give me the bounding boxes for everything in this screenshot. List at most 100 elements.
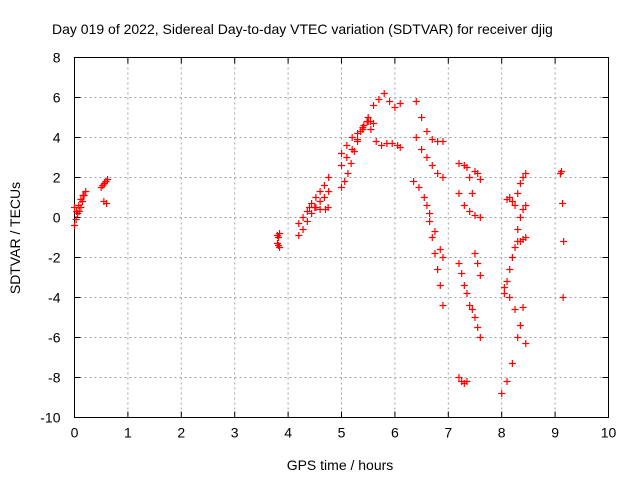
series-23 (500, 234, 530, 297)
data-point (476, 176, 484, 183)
data-point (354, 138, 362, 145)
data-point (503, 278, 511, 285)
series-24 (514, 202, 530, 233)
data-point (474, 260, 482, 267)
data-point (463, 290, 471, 297)
data-point (295, 232, 303, 239)
data-point (375, 96, 383, 103)
data-point (474, 170, 482, 177)
data-point (463, 378, 471, 385)
y-tick-label: 6 (53, 90, 61, 106)
data-point (325, 188, 333, 195)
data-point (308, 210, 316, 217)
data-point (471, 212, 479, 219)
series-10 (367, 126, 404, 151)
data-point (436, 282, 444, 289)
series-0 (71, 188, 90, 229)
data-point (79, 192, 87, 199)
x-tick-label: 10 (601, 425, 617, 441)
x-tick-label: 1 (124, 425, 132, 441)
data-point (428, 162, 436, 169)
data-point (295, 220, 303, 227)
data-point (426, 218, 434, 225)
data-point (455, 190, 463, 197)
data-point (75, 202, 83, 209)
data-point (316, 188, 324, 195)
data-point (72, 216, 80, 223)
data-point (428, 234, 436, 241)
data-point (348, 146, 356, 153)
series-9 (338, 118, 372, 157)
series-12 (412, 134, 447, 181)
data-point (511, 306, 519, 313)
data-point (455, 160, 463, 167)
data-point (338, 184, 345, 191)
data-point (325, 174, 333, 181)
series-6 (305, 204, 332, 213)
x-tick-label: 3 (231, 425, 239, 441)
data-point (458, 270, 466, 277)
data-point (423, 202, 431, 209)
data-point (471, 314, 479, 321)
data-point (468, 306, 476, 313)
data-point (370, 102, 378, 109)
data-point (367, 126, 375, 133)
series-3 (273, 230, 284, 251)
data-point (423, 128, 431, 135)
data-point (312, 194, 320, 201)
data-point (347, 160, 355, 167)
data-point (559, 200, 567, 207)
data-point (71, 222, 78, 229)
data-point (522, 234, 530, 241)
data-point (77, 196, 85, 203)
data-point (506, 266, 514, 273)
data-point (343, 142, 351, 149)
series-13 (410, 178, 447, 261)
data-point (455, 260, 463, 267)
data-point (476, 214, 484, 221)
data-point (320, 194, 328, 201)
series-8 (338, 90, 404, 169)
y-tick-label: 0 (53, 210, 61, 226)
y-tick-label: -8 (48, 370, 61, 386)
data-point (466, 174, 474, 181)
data-point (508, 360, 516, 367)
series-26 (559, 294, 567, 301)
data-point (436, 246, 444, 253)
data-point (514, 334, 522, 341)
y-tick-label: -6 (48, 330, 61, 346)
data-point (370, 120, 378, 127)
data-point (511, 202, 519, 209)
data-point (73, 208, 81, 215)
data-point (474, 324, 482, 331)
data-point (506, 194, 514, 201)
data-point (299, 214, 307, 221)
data-point (468, 190, 476, 197)
data-point (471, 250, 479, 257)
data-point (426, 210, 434, 217)
data-point (508, 254, 516, 261)
data-point (412, 98, 420, 105)
data-point (476, 334, 484, 341)
series-20 (498, 304, 527, 397)
data-point (508, 198, 516, 205)
data-point (396, 100, 404, 107)
series-21 (500, 284, 530, 347)
data-point (506, 294, 514, 301)
x-tick-label: 5 (338, 425, 346, 441)
data-point (439, 302, 447, 309)
series-1 (71, 192, 87, 215)
data-point (516, 180, 524, 187)
x-axis: 0 1 2 3 4 5 6 7 8 9 10 (71, 57, 617, 441)
data-point (439, 138, 447, 145)
series-22 (503, 170, 530, 209)
data-point (274, 234, 282, 241)
data-point (71, 204, 78, 211)
series-19 (455, 374, 471, 387)
data-point (503, 378, 511, 385)
data-point (299, 226, 307, 233)
data-point (559, 294, 567, 301)
y-axis-label: SDTVAR / TECUs (7, 182, 23, 294)
data-point (311, 204, 319, 211)
